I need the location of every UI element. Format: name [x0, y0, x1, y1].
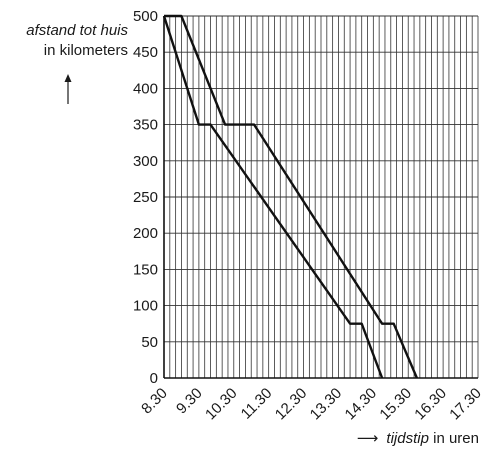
x-tick-label: 16.30 [411, 385, 450, 424]
y-axis-label-units: in kilometers [43, 42, 128, 59]
y-tick-label: 250 [133, 189, 158, 206]
x-tick-label: 10.30 [202, 385, 241, 424]
series-lines [162, 14, 419, 379]
x-tick-label: 15.30 [376, 385, 415, 424]
y-tick-label: 0 [150, 370, 158, 387]
y-label-arrowhead-icon [64, 74, 72, 82]
x-axis-label: ⟶ tijdstip in uren [357, 430, 479, 448]
series-line-2 [164, 14, 419, 379]
x-tick-label: 8.30 [138, 385, 171, 418]
y-axis-label-italic: afstand tot huis [26, 22, 128, 39]
x-axis-label-italic: tijdstip [386, 430, 429, 447]
axis-label-arrows [64, 74, 72, 104]
grid [164, 15, 479, 379]
x-tick-label: 13.30 [307, 385, 346, 424]
x-tick-label: 14.30 [342, 385, 381, 424]
x-tick-labels: 8.30 9.3010.3011.3012.3013.3014.3015.3016… [138, 385, 485, 424]
y-tick-label: 400 [133, 80, 158, 97]
y-tick-label: 50 [141, 334, 158, 351]
x-tick-label: 17.30 [446, 385, 485, 424]
axes [163, 16, 478, 379]
y-tick-label: 500 [133, 8, 158, 25]
x-tick-label: 9.30 [173, 385, 206, 418]
y-tick-label: 100 [133, 298, 158, 315]
x-tick-label: 11.30 [238, 385, 276, 423]
right-arrow-icon: ⟶ [356, 430, 379, 447]
y-tick-labels: 0 50 100 150 200 250 300 350 400 450 500 [133, 8, 158, 387]
y-tick-label: 350 [133, 117, 158, 134]
y-tick-label: 150 [133, 261, 158, 278]
y-tick-label: 300 [133, 153, 158, 170]
series-line-1 [162, 15, 384, 379]
y-tick-label: 200 [133, 225, 158, 242]
x-tick-label: 12.30 [272, 385, 311, 424]
x-axis-label-units: in uren [433, 430, 479, 447]
y-tick-label: 450 [133, 44, 158, 61]
